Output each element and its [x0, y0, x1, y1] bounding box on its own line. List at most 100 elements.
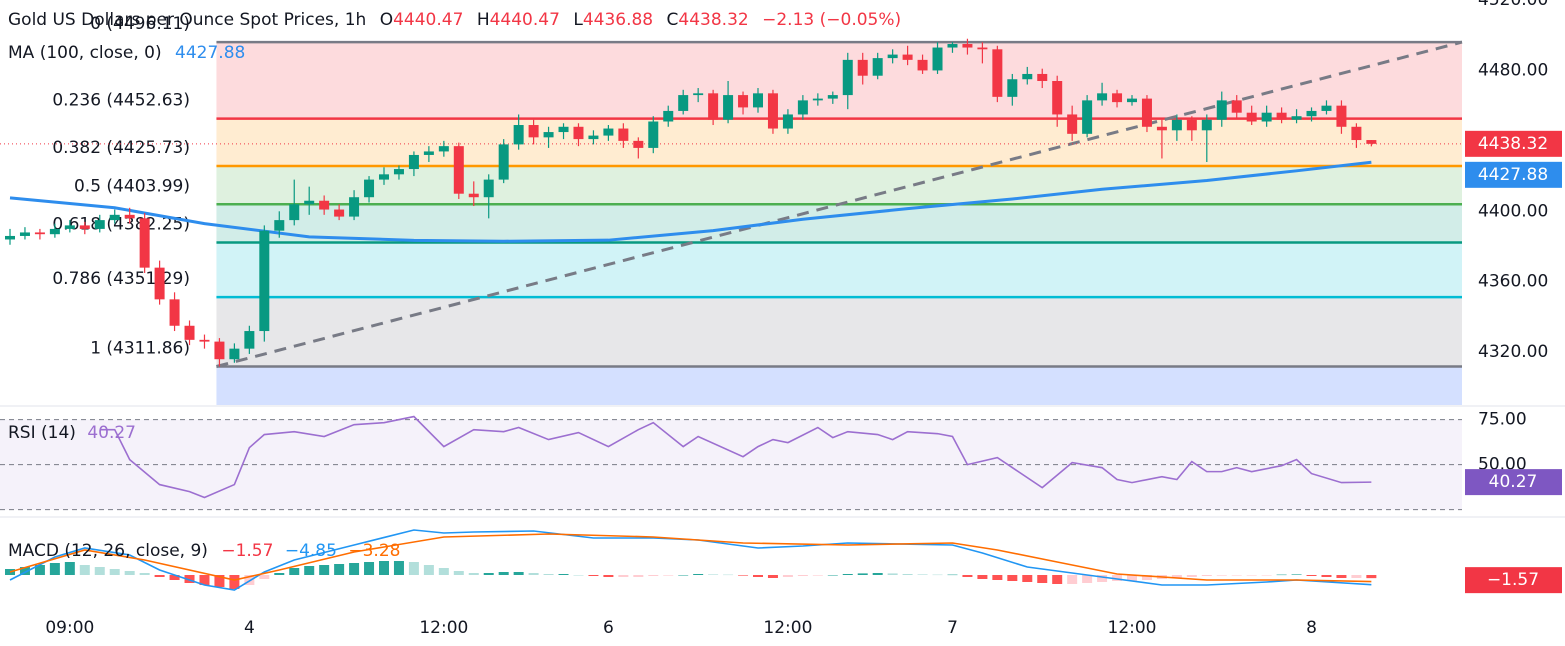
macd-line [9, 529, 1372, 591]
fib-label: 0.786 (4351.29) [52, 269, 190, 289]
macd-histogram-bar [319, 565, 330, 575]
ohlc-value: 4440.47 [490, 10, 560, 30]
macd-name: MACD (12, 26, close, 9) [8, 541, 208, 561]
y-tick-label: 4480.00 [1478, 60, 1548, 80]
macd-histogram-bar [393, 561, 404, 575]
fib-label: 0 (4496.11) [90, 14, 190, 34]
macd-histogram-bar [169, 575, 180, 580]
ma-value: 4427.88 [175, 43, 245, 63]
macd-histogram-bar [289, 568, 300, 575]
candle-body [1037, 73, 1048, 81]
macd-histogram-bar [767, 575, 778, 578]
candle-body [169, 299, 180, 326]
rsi-value: 40.27 [87, 423, 136, 443]
ma-line [9, 160, 1372, 243]
candle-body [753, 93, 763, 108]
macd-histogram-bar [423, 565, 434, 575]
fib-label: 0.618 (4382.25) [52, 215, 190, 235]
macd-histogram-bar [1082, 575, 1093, 583]
macd-histogram-bar [79, 565, 90, 575]
candle-body [827, 95, 838, 99]
candle-body [453, 146, 464, 194]
fib-band [216, 42, 1463, 119]
macd-histogram-bar [1112, 575, 1123, 581]
macd-hist-value: −1.57 [221, 541, 273, 561]
candle-body [1201, 119, 1212, 131]
macd-histogram-bar [1276, 574, 1287, 576]
candle-body [214, 341, 225, 360]
x-tick-label: 4 [244, 618, 255, 638]
macd-histogram-bar [708, 574, 719, 575]
candle-body [633, 140, 644, 148]
macd-histogram-bar [1366, 575, 1377, 579]
macd-histogram-bar [1261, 575, 1272, 576]
macd-histogram-bar [304, 566, 315, 575]
x-tick-label: 12:00 [763, 618, 812, 638]
macd-histogram-bar [274, 573, 285, 575]
candle-body [767, 93, 778, 129]
macd-histogram-bar [962, 575, 973, 577]
macd-histogram-bar [379, 561, 389, 575]
macd-histogram-bar [827, 575, 838, 576]
rsi-line [99, 415, 1372, 499]
candle-body [393, 169, 404, 175]
macd-histogram-bar [154, 575, 165, 577]
macd-histogram-bar [184, 575, 195, 583]
candle-body [887, 54, 898, 59]
macd-histogram-bar [1007, 575, 1018, 581]
rsi-name: RSI (14) [8, 423, 76, 443]
macd-histogram-bar [1097, 575, 1108, 582]
macd-histogram-bar [1231, 575, 1242, 576]
candle-body [1052, 81, 1063, 115]
signal-line [9, 533, 1372, 583]
macd-histogram-bar [738, 575, 749, 576]
fib-label: 0.382 (4425.73) [52, 138, 190, 158]
macd-histogram-bar [1321, 575, 1332, 577]
candle-body [1321, 105, 1332, 111]
candle-body [154, 267, 165, 300]
rsi-badge: 40.27 [1489, 472, 1538, 492]
candle-body [19, 232, 30, 236]
candle-body [349, 197, 360, 217]
candle-body [34, 232, 45, 235]
macd-value: −4.85 [285, 541, 337, 561]
candle-body [49, 228, 60, 235]
candle-body [1171, 119, 1182, 131]
candle-body [797, 100, 808, 115]
ohlc-label: H [477, 10, 490, 30]
macd-histogram-bar [723, 574, 734, 576]
candle-body [1097, 93, 1108, 101]
candle-body [79, 225, 90, 229]
x-tick-label: 12:00 [1108, 618, 1157, 638]
candle-body [64, 225, 75, 229]
candle-body [319, 200, 330, 210]
candle-body [109, 214, 120, 221]
candle-body [1112, 93, 1123, 103]
fib-band [216, 118, 1463, 166]
macd-histogram-bar [528, 573, 539, 575]
macd-histogram-bar [782, 575, 793, 577]
candle-body [528, 125, 539, 138]
macd-histogram-bar [214, 575, 225, 587]
ma-badge: 4427.88 [1478, 165, 1548, 185]
signal-value: −3.28 [348, 541, 400, 561]
x-tick-label: 7 [947, 618, 958, 638]
candle-body [94, 220, 105, 229]
macd-histogram-bar [438, 568, 449, 575]
ohlc-value: 4440.47 [393, 10, 463, 30]
candle-body [1082, 100, 1093, 134]
candle-body [603, 128, 614, 136]
ohlc-label: O [380, 10, 393, 30]
macd-histogram-bar [902, 574, 913, 575]
ohlc-value: 4438.32 [678, 10, 748, 30]
candle-body [812, 98, 823, 101]
macd-histogram-bar [408, 562, 419, 575]
macd-histogram-bar [887, 573, 898, 575]
macd-histogram-bar [1127, 575, 1137, 581]
fib-label: 0.236 (4452.63) [52, 91, 190, 111]
candle-body [1007, 79, 1018, 97]
macd-histogram-bar [1216, 575, 1227, 576]
candle-body [1336, 105, 1347, 127]
candle-body [543, 132, 554, 138]
candle-body [1156, 126, 1167, 131]
